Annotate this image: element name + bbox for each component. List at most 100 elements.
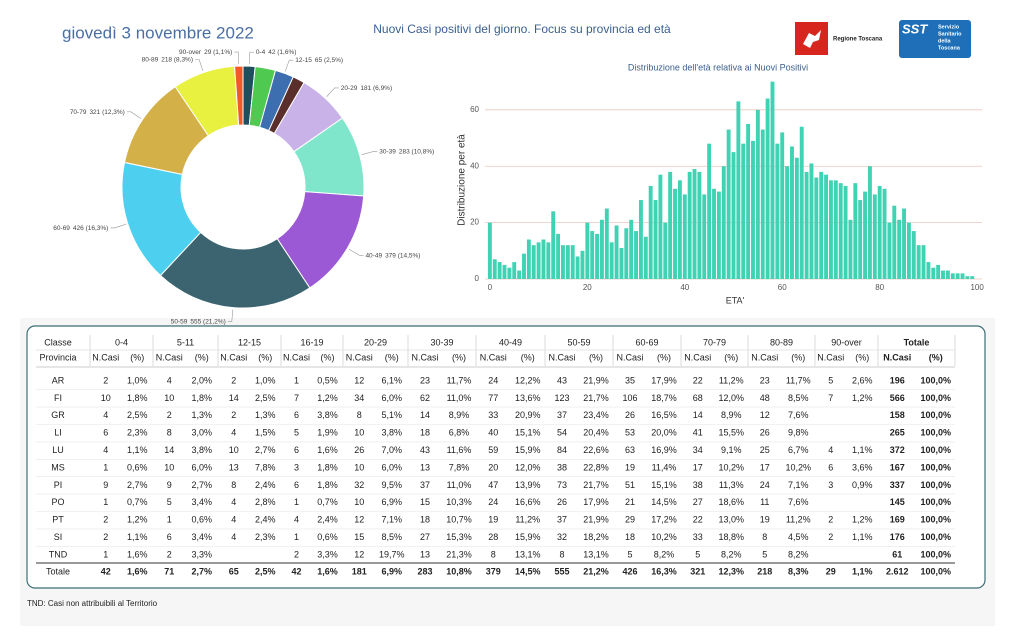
table-cell: 77 [488,393,498,403]
table-cell: 6 [167,532,172,542]
table-cell: 17 [760,462,770,472]
bar [546,242,551,279]
table-cell: 11,7% [786,375,811,385]
sst-name-line: della [938,38,951,44]
table-cell: 100,0% [920,393,951,403]
table-cell: 2,3% [255,532,276,542]
bar [863,191,868,279]
table-cell: 2,5% [255,566,276,576]
table-cell: 14,5% [651,497,677,507]
table-cell: 1,8% [127,393,148,403]
table-cell: 21,9% [583,375,609,385]
slice-value: 426 (16,3%) [73,225,108,232]
sub-header: N.Casi [883,352,911,362]
table-cell: 3,6% [852,462,873,472]
slice-label: 0-4 42 (1,6%) [256,49,297,56]
table-cell: 1,0% [255,375,276,385]
bar [955,273,960,279]
table-cell: 26 [625,410,635,420]
bar [697,171,702,279]
table-cell: 6,0% [381,462,402,472]
table-cell: 181 [352,566,367,576]
bar [941,270,945,279]
x-tick-label: 0 [488,283,493,292]
bar [541,239,546,279]
bar [609,242,614,279]
table-cell: 22 [693,375,703,385]
bar [517,270,522,279]
table-cell: 68 [693,393,703,403]
leader-line [361,151,378,155]
table-cell: 1,1% [852,445,873,455]
table-cell: 8,9% [721,410,742,420]
slice-value: 555 (21,2%) [190,318,225,325]
table-cell: 20 [488,462,498,472]
group-header: Totale [904,337,930,347]
table-cell: 42 [291,566,301,576]
sub-header: (%) [321,352,335,362]
table-cell: 0,5% [317,375,338,385]
leader-line [227,309,234,322]
table-cell: 158 [890,410,905,420]
table-cell: 37 [557,515,567,525]
table-cell: 8 [167,428,172,438]
sub-header: N.Casi [817,352,844,362]
table-cell: 169 [890,515,905,525]
slice-label: 60-69 426 (16,3%) [53,225,108,232]
table-cell: 6 [294,445,299,455]
bar [653,200,658,279]
table-cell: 2,4% [255,480,276,490]
table-cell: 19 [760,515,770,525]
sub-header: (%) [258,352,272,362]
table-cell: 15,9% [515,532,541,542]
table-cell: 2,7% [127,480,148,490]
sst-name-line: Toscana [938,45,961,51]
table-cell: 37 [557,410,567,420]
row-label: PI [54,480,63,490]
table-cell: 22 [693,515,703,525]
table-cell: 10,7% [446,515,472,525]
bar [551,211,556,279]
x-tick-label: 20 [583,283,592,292]
region-emblem-figure [803,30,821,48]
date: giovedì 3 novembre 2022 [62,23,254,42]
bar [492,259,497,279]
table-cell: 5 [762,549,767,559]
table-cell: 2,0% [191,375,212,385]
table-cell: 2,4% [255,515,276,525]
table-cell: 100,0% [920,480,951,490]
x-tick-label: 80 [875,283,884,292]
table-cell: 24 [488,497,498,507]
table-cell: 2,7% [255,445,276,455]
sst-name-line: Sanitario [938,31,962,37]
table-corner: Classe [44,337,72,347]
table-cell: 21 [625,497,635,507]
bar [833,180,838,279]
table-cell: 5 [294,428,299,438]
leader-line [195,59,204,71]
table-cell: 13,6% [515,393,541,403]
bar [512,262,517,279]
bar [853,183,858,279]
bar [599,219,604,279]
slice-value: 283 (10,8%) [399,148,434,155]
table-cell: 2,8% [255,497,276,507]
bar [872,194,877,279]
table-cell: 9,1% [721,445,742,455]
table-cell: 1 [294,497,299,507]
table-cell: 7,8% [255,462,276,472]
leader-line [348,248,364,256]
table-cell: 19,7% [379,549,405,559]
table-cell: 38 [557,462,567,472]
bar [770,81,775,279]
table-cell: 21,3% [446,549,472,559]
x-tick-label: 100 [970,283,984,292]
table-cell: 10,2% [718,462,744,472]
bar [677,180,682,279]
bar [780,132,785,279]
table-cell: 18,8% [718,532,744,542]
sub-header: (%) [452,352,466,362]
sub-header: (%) [130,352,144,362]
table-cell: 40 [488,428,498,438]
table-cell: 17,9% [651,375,677,385]
